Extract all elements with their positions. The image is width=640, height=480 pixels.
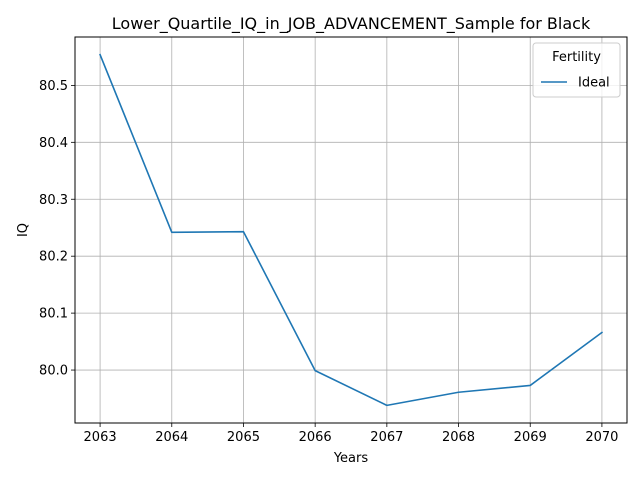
x-axis-label: Years [333,451,369,466]
y-axis-label: IQ [16,223,31,237]
legend: Fertility Ideal [532,42,621,98]
x-tick-label: 2067 [370,430,403,445]
series-line-ideal [99,53,604,407]
x-tick-label: 2070 [585,430,618,445]
legend-box [532,42,621,98]
x-tick-label: 2066 [299,430,332,445]
chart-title: Lower_Quartile_IQ_in_JOB_ADVANCEMENT_Sam… [112,14,591,34]
x-tick-label: 2065 [227,430,260,445]
x-tick-label: 2063 [84,430,117,445]
legend-label-ideal: Ideal [578,76,610,91]
series-layer [99,53,604,407]
legend-title: Fertility [552,50,601,65]
plot-frame [74,36,628,424]
y-tick-label: 80.5 [39,79,68,94]
y-tick-label: 80.0 [39,364,68,379]
y-tick-label: 80.1 [39,307,68,322]
axis-ticks: 2063 2064 2065 2066 2067 2068 2069 2070 80.0 80.1… [39,79,618,445]
x-tick-label: 2064 [155,430,188,445]
y-tick-label: 80.3 [39,193,68,208]
x-tick-label: 2069 [514,430,547,445]
x-tick-label: 2068 [442,430,475,445]
grid [75,37,627,423]
y-tick-label: 80.4 [39,136,68,151]
y-tick-label: 80.2 [39,250,68,265]
